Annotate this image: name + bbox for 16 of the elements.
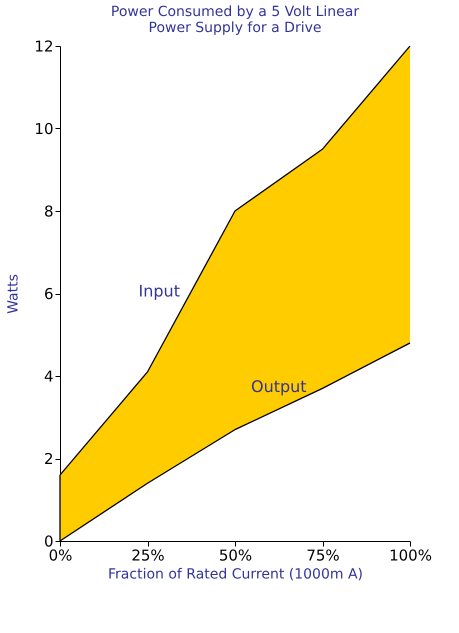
x-tick-label: 25%	[131, 546, 165, 564]
y-tick-label: 2	[44, 450, 54, 468]
y-tick-label: 6	[44, 285, 54, 303]
text: Power Consumed by a 5 Volt Linear	[110, 4, 360, 20]
text: Power Supply for a Drive	[148, 20, 322, 36]
y-axis-title: Watts	[5, 274, 22, 314]
y-tick-label: 8	[44, 202, 54, 220]
x-axis-title: Fraction of Rated Current (1000m A)	[108, 566, 363, 582]
y-tick-label: 10	[34, 120, 54, 138]
series-label: Output	[250, 377, 307, 396]
x-tick-label: 75%	[306, 546, 340, 564]
series-label: Input	[138, 281, 180, 300]
x-tick-label: 100%	[389, 546, 432, 564]
y-tick-label: 4	[44, 368, 54, 386]
y-tick-label: 12	[34, 38, 54, 56]
x-tick-label: 50%	[218, 546, 252, 564]
